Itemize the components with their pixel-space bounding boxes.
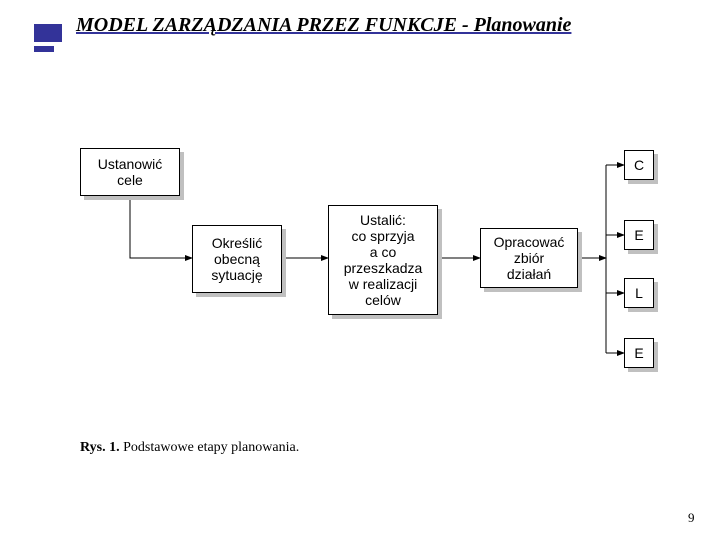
flow-node-n3: Ustalić:co sprzyjaa coprzeszkadzaw reali… (328, 205, 438, 315)
flow-node-e1: E (624, 220, 654, 250)
slide-title: MODEL ZARZĄDZANIA PRZEZ FUNKCJE - Planow… (76, 14, 571, 37)
flow-node-n4: Opracowaćzbiórdziałań (480, 228, 578, 288)
flow-node-n2: Określićobecnąsytuację (192, 225, 282, 293)
caption-prefix: Rys. 1. (80, 440, 123, 455)
accent-bar-1 (34, 24, 62, 42)
flow-node-l: L (624, 278, 654, 308)
caption-text: Podstawowe etapy planowania. (123, 440, 299, 455)
flow-node-e2: E (624, 338, 654, 368)
page-number: 9 (688, 510, 695, 526)
flow-node-n1: Ustanowićcele (80, 148, 180, 196)
accent-bar-2 (34, 46, 54, 52)
slide: MODEL ZARZĄDZANIA PRZEZ FUNKCJE - Planow… (0, 0, 720, 540)
figure-caption: Rys. 1. Podstawowe etapy planowania. (80, 440, 299, 456)
flow-node-c: C (624, 150, 654, 180)
